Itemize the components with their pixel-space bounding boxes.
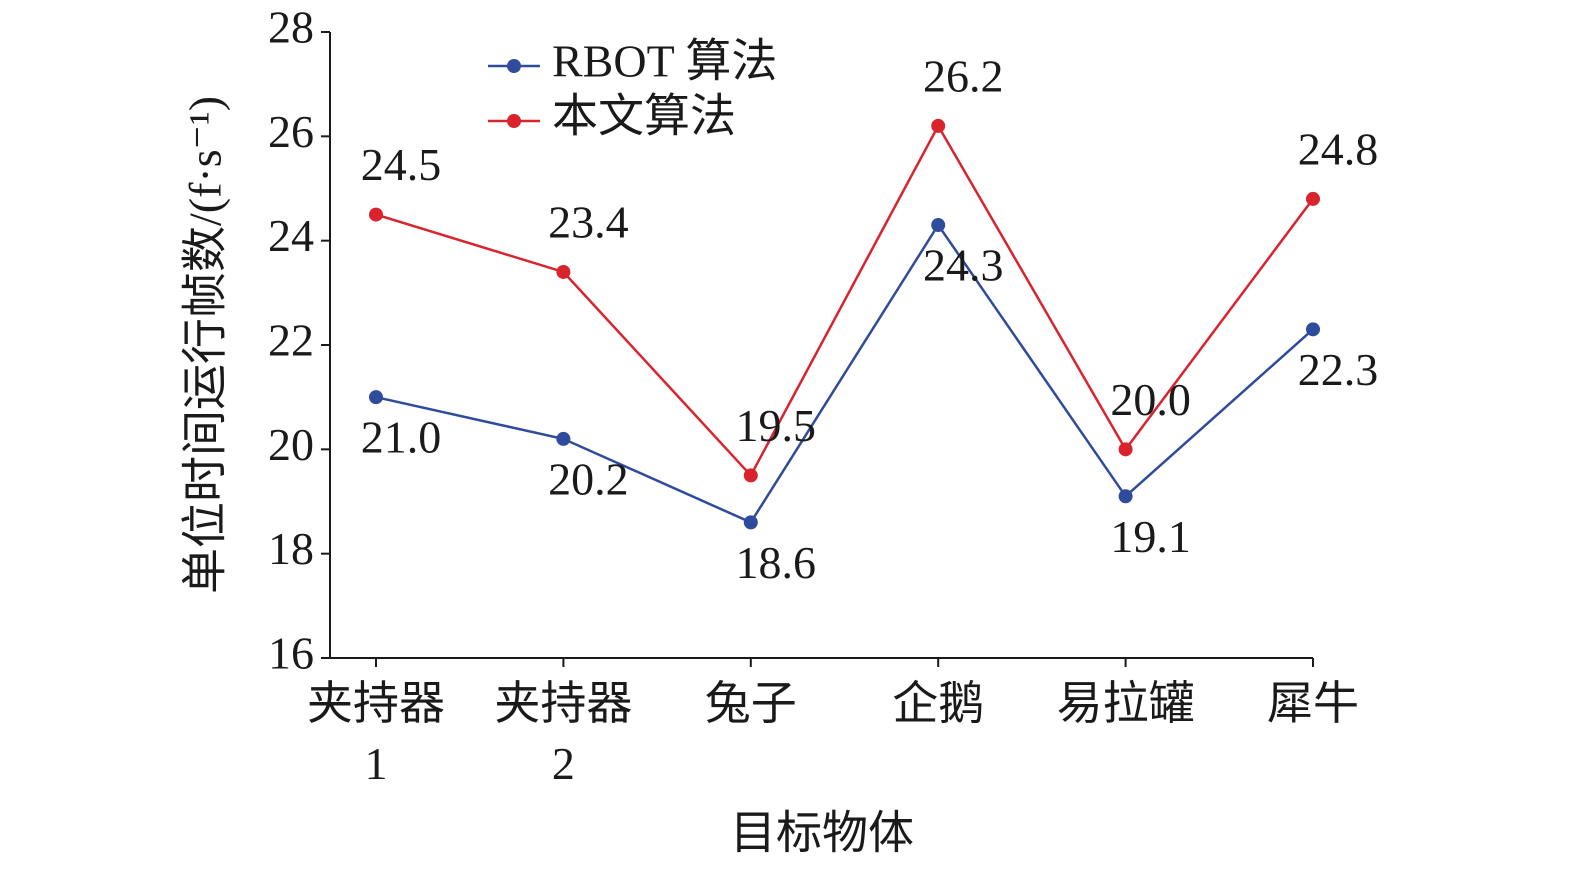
- x-axis-label: 目标物体: [730, 808, 914, 859]
- data-label: 24.8: [1298, 123, 1379, 174]
- y-tick-label: 28: [268, 2, 314, 53]
- data-label: 22.3: [1298, 344, 1379, 395]
- data-label: 20.2: [548, 453, 629, 504]
- x-tick-label: 犀牛: [1267, 678, 1359, 729]
- data-label: 24.5: [361, 139, 442, 190]
- y-tick-label: 22: [268, 315, 314, 366]
- x-tick-label: 夹持器 1: [307, 678, 445, 789]
- y-axis-label: 单位时间运行帧数/(f·s⁻¹): [180, 96, 231, 594]
- data-label: 20.0: [1110, 374, 1191, 425]
- data-point: [369, 207, 383, 222]
- x-tick-label: 企鹅: [892, 678, 985, 729]
- data-point: [743, 468, 758, 483]
- data-point: [931, 118, 946, 133]
- data-point: [1118, 489, 1133, 504]
- data-point: [369, 390, 383, 405]
- data-label: 18.6: [736, 537, 817, 588]
- y-tick-label: 16: [268, 628, 314, 679]
- data-point: [931, 218, 946, 233]
- legend-marker: [507, 59, 521, 73]
- data-label: 26.2: [923, 50, 1004, 101]
- data-point: [1306, 322, 1320, 337]
- x-tick-label: 夹持器 2: [494, 678, 633, 789]
- y-tick-label: 18: [268, 523, 314, 574]
- data-label: 24.3: [923, 240, 1004, 291]
- data-point: [1306, 191, 1320, 206]
- data-point: [556, 431, 571, 446]
- y-tick-label: 24: [268, 210, 314, 261]
- data-point: [743, 515, 758, 530]
- legend-label: RBOT 算法: [552, 36, 777, 87]
- y-tick-label: 26: [268, 106, 314, 157]
- x-tick-label: 易拉罐: [1056, 678, 1195, 729]
- data-label: 19.1: [1110, 511, 1191, 562]
- series-line: [375, 222, 1314, 524]
- data-point: [1118, 442, 1133, 457]
- series-line: [375, 123, 1315, 478]
- data-label: 21.0: [361, 412, 442, 463]
- legend-label: 本文算法: [552, 91, 736, 142]
- data-label: 19.5: [736, 400, 817, 451]
- y-tick-label: 20: [268, 419, 314, 470]
- legend-marker: [507, 114, 521, 128]
- data-label: 23.4: [548, 197, 629, 248]
- data-point: [556, 264, 571, 279]
- x-tick-label: 兔子: [704, 678, 797, 729]
